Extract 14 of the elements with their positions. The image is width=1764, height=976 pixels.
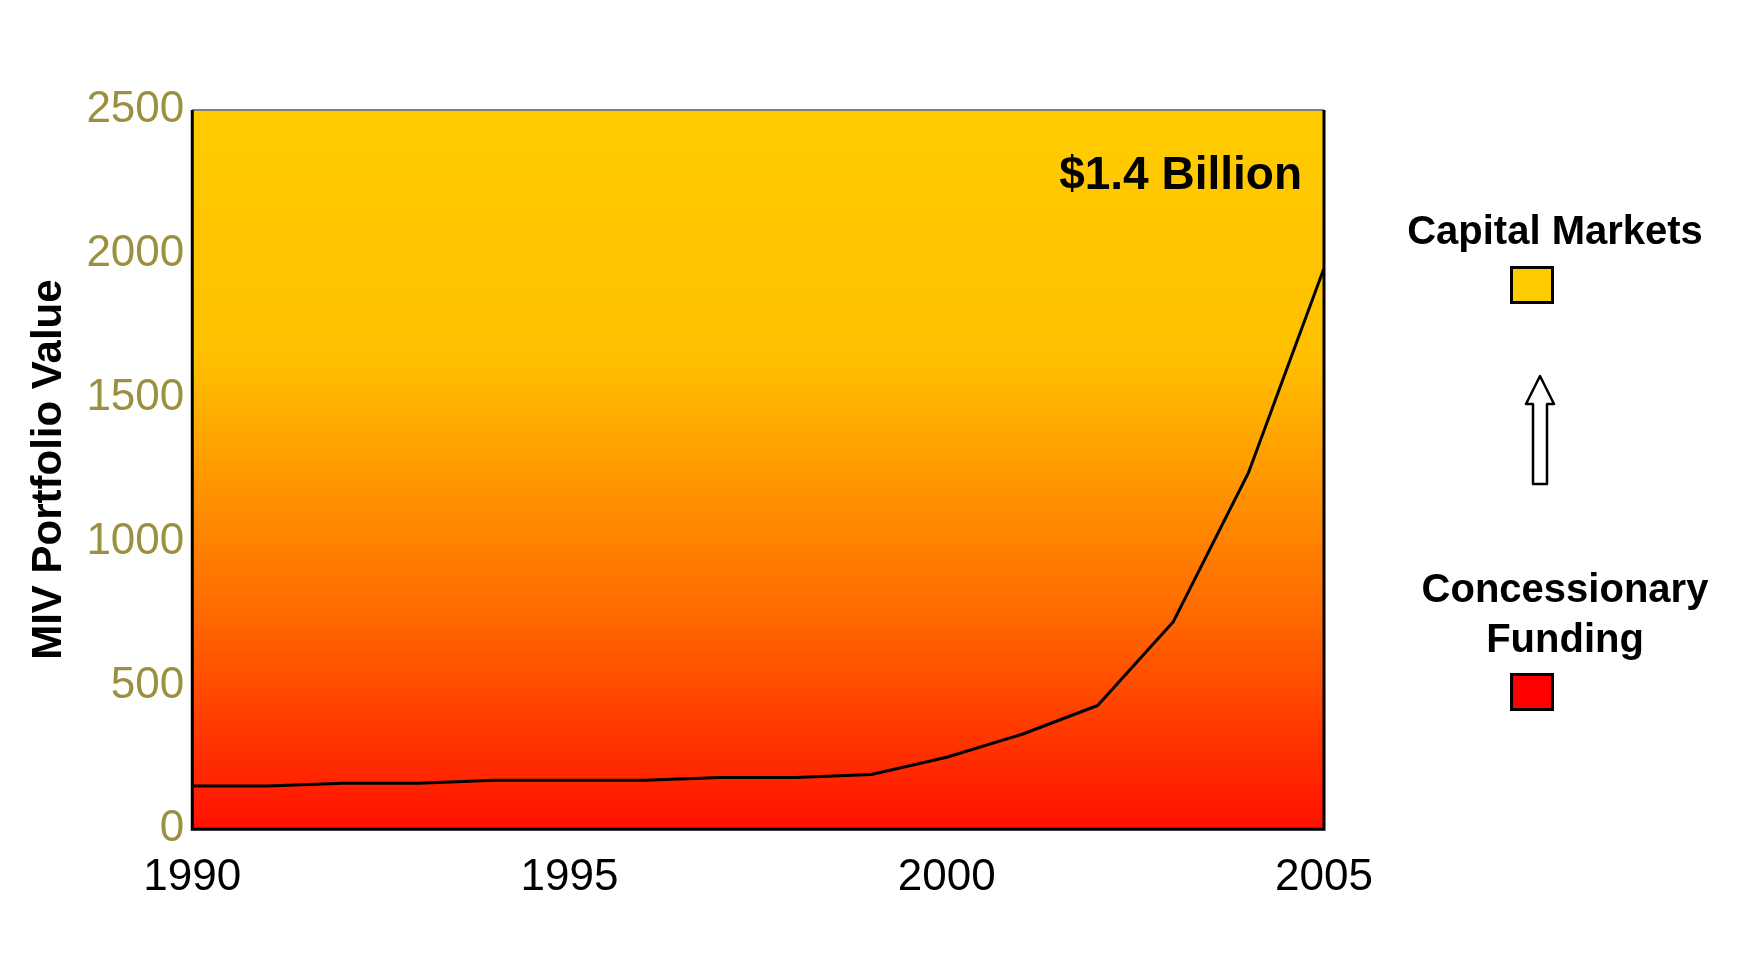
y-tick-label: 2000 bbox=[86, 225, 185, 275]
x-tick-label: 2005 bbox=[1275, 849, 1373, 899]
text: Concessionary Funding bbox=[1420, 565, 1710, 662]
y-tick-label: 1000 bbox=[86, 513, 185, 563]
y-axis-title: MIV Portfolio Value bbox=[22, 279, 70, 660]
annotation: $1.4 Billion bbox=[1059, 146, 1302, 199]
x-tick-label: 2000 bbox=[897, 849, 996, 899]
y-tick-label: 2500 bbox=[86, 82, 185, 132]
x-tick-label: 1995 bbox=[520, 849, 619, 899]
y-tick-label: 0 bbox=[159, 801, 185, 851]
x-tick-label: 1990 bbox=[143, 849, 242, 899]
y-tick-label: 1500 bbox=[86, 369, 185, 419]
y-tick-label: 500 bbox=[110, 657, 185, 707]
text: Capital Markets bbox=[1406, 207, 1704, 254]
